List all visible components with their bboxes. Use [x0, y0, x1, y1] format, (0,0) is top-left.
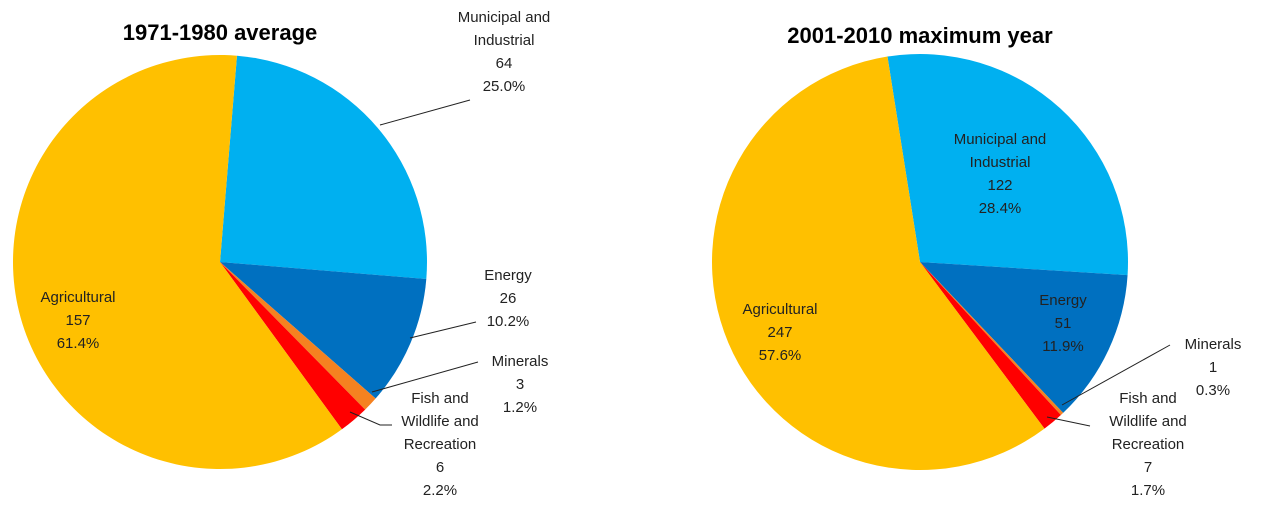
- leader-line: [371, 361, 479, 393]
- percent-label: 1.2%: [502, 399, 538, 416]
- leader-line: [379, 99, 471, 126]
- percent-label: 11.9%: [1042, 338, 1084, 355]
- value-label: 247: [767, 324, 793, 341]
- value-label: 64: [495, 55, 513, 72]
- percent-label: 28.4%: [978, 200, 1022, 217]
- category-label: Energy: [1039, 292, 1087, 309]
- value-label: 157: [65, 312, 91, 329]
- value-label: 3: [515, 376, 525, 393]
- pie-slice: [920, 262, 1064, 415]
- pie-slice: [220, 262, 376, 410]
- category-label: Agricultural: [40, 289, 116, 306]
- chart-title: 2001-2010 maximum year: [787, 23, 1053, 48]
- slice-label: Minerals 1 0.3%: [1168, 333, 1258, 402]
- slice-label: Minerals 3 1.2%: [475, 350, 565, 419]
- slices: [13, 53, 1128, 470]
- pie-slice: [920, 262, 1061, 429]
- category-label: Minerals: [1184, 336, 1242, 353]
- pie-slice: [220, 262, 427, 399]
- value-label: 51: [1054, 315, 1072, 332]
- pie-slice: [712, 56, 1045, 470]
- slice-label: Fish and Wildlife and Recreation 7 1.7%: [1098, 387, 1198, 502]
- category-label: Minerals: [491, 353, 549, 370]
- leader-line: [409, 321, 477, 339]
- percent-label: 61.4%: [56, 335, 100, 352]
- slice-label: Energy 51 11.9%: [1018, 289, 1108, 358]
- pie-slice: [13, 54, 342, 469]
- value-label: 26: [499, 290, 517, 307]
- category-label: Agricultural: [742, 301, 818, 318]
- pie-slice: [220, 55, 427, 279]
- leader-line: [1046, 416, 1091, 427]
- percent-label: 2.2%: [422, 482, 458, 499]
- percent-label: 1.7%: [1130, 482, 1166, 499]
- value-label: 6: [435, 459, 445, 476]
- slice-label: Municipal and Industrial 64 25.0%: [444, 6, 564, 98]
- pie-slice: [220, 262, 366, 430]
- percent-label: 0.3%: [1195, 382, 1231, 399]
- chart-title: 1971-1980 average: [123, 20, 318, 45]
- slice-label: Fish and Wildlife and Recreation 6 2.2%: [390, 387, 490, 502]
- category-label: Fish and Wildlife and Recreation: [1109, 390, 1187, 453]
- leader-line: [1061, 344, 1171, 406]
- slice-label: Municipal and Industrial 122 28.4%: [935, 128, 1065, 220]
- slice-label: Agricultural 157 61.4%: [28, 286, 128, 355]
- category-label: Municipal and Industrial: [953, 131, 1047, 171]
- value-label: 122: [987, 177, 1013, 194]
- percent-label: 57.6%: [758, 347, 802, 364]
- slice-label: Agricultural 247 57.6%: [730, 298, 830, 367]
- value-label: 7: [1143, 459, 1153, 476]
- percent-label: 10.2%: [486, 313, 530, 330]
- leader-line: [349, 411, 392, 426]
- value-label: 1: [1208, 359, 1218, 376]
- category-label: Municipal and Industrial: [457, 9, 551, 49]
- category-label: Energy: [484, 267, 532, 284]
- pie-slice: [920, 262, 1128, 413]
- slice-label: Energy 26 10.2%: [463, 264, 553, 333]
- category-label: Fish and Wildlife and Recreation: [401, 390, 479, 453]
- percent-label: 25.0%: [482, 78, 526, 95]
- pie-slice: [887, 53, 1128, 276]
